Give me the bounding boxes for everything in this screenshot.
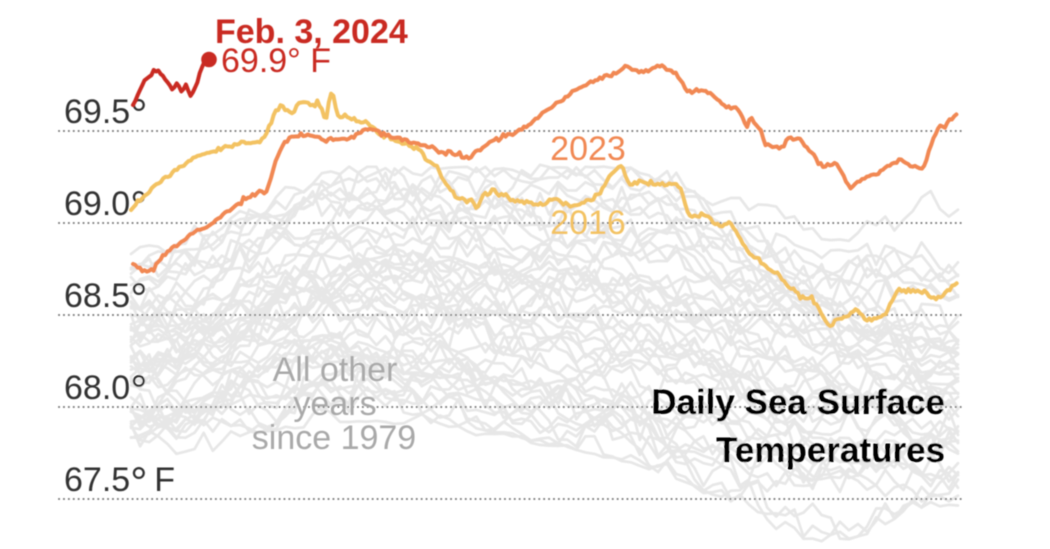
svg-text:All other: All other <box>273 351 398 389</box>
svg-text:Feb. 3, 2024: Feb. 3, 2024 <box>215 13 408 51</box>
svg-text:2016: 2016 <box>550 204 626 242</box>
svg-text:Daily Sea Surface: Daily Sea Surface <box>651 383 945 422</box>
svg-text:2023: 2023 <box>550 130 626 168</box>
svg-text:since 1979: since 1979 <box>252 419 416 457</box>
svg-text:years: years <box>293 385 376 423</box>
svg-text:69.9° F: 69.9° F <box>221 42 331 80</box>
svg-text:Temperatures: Temperatures <box>716 431 945 470</box>
